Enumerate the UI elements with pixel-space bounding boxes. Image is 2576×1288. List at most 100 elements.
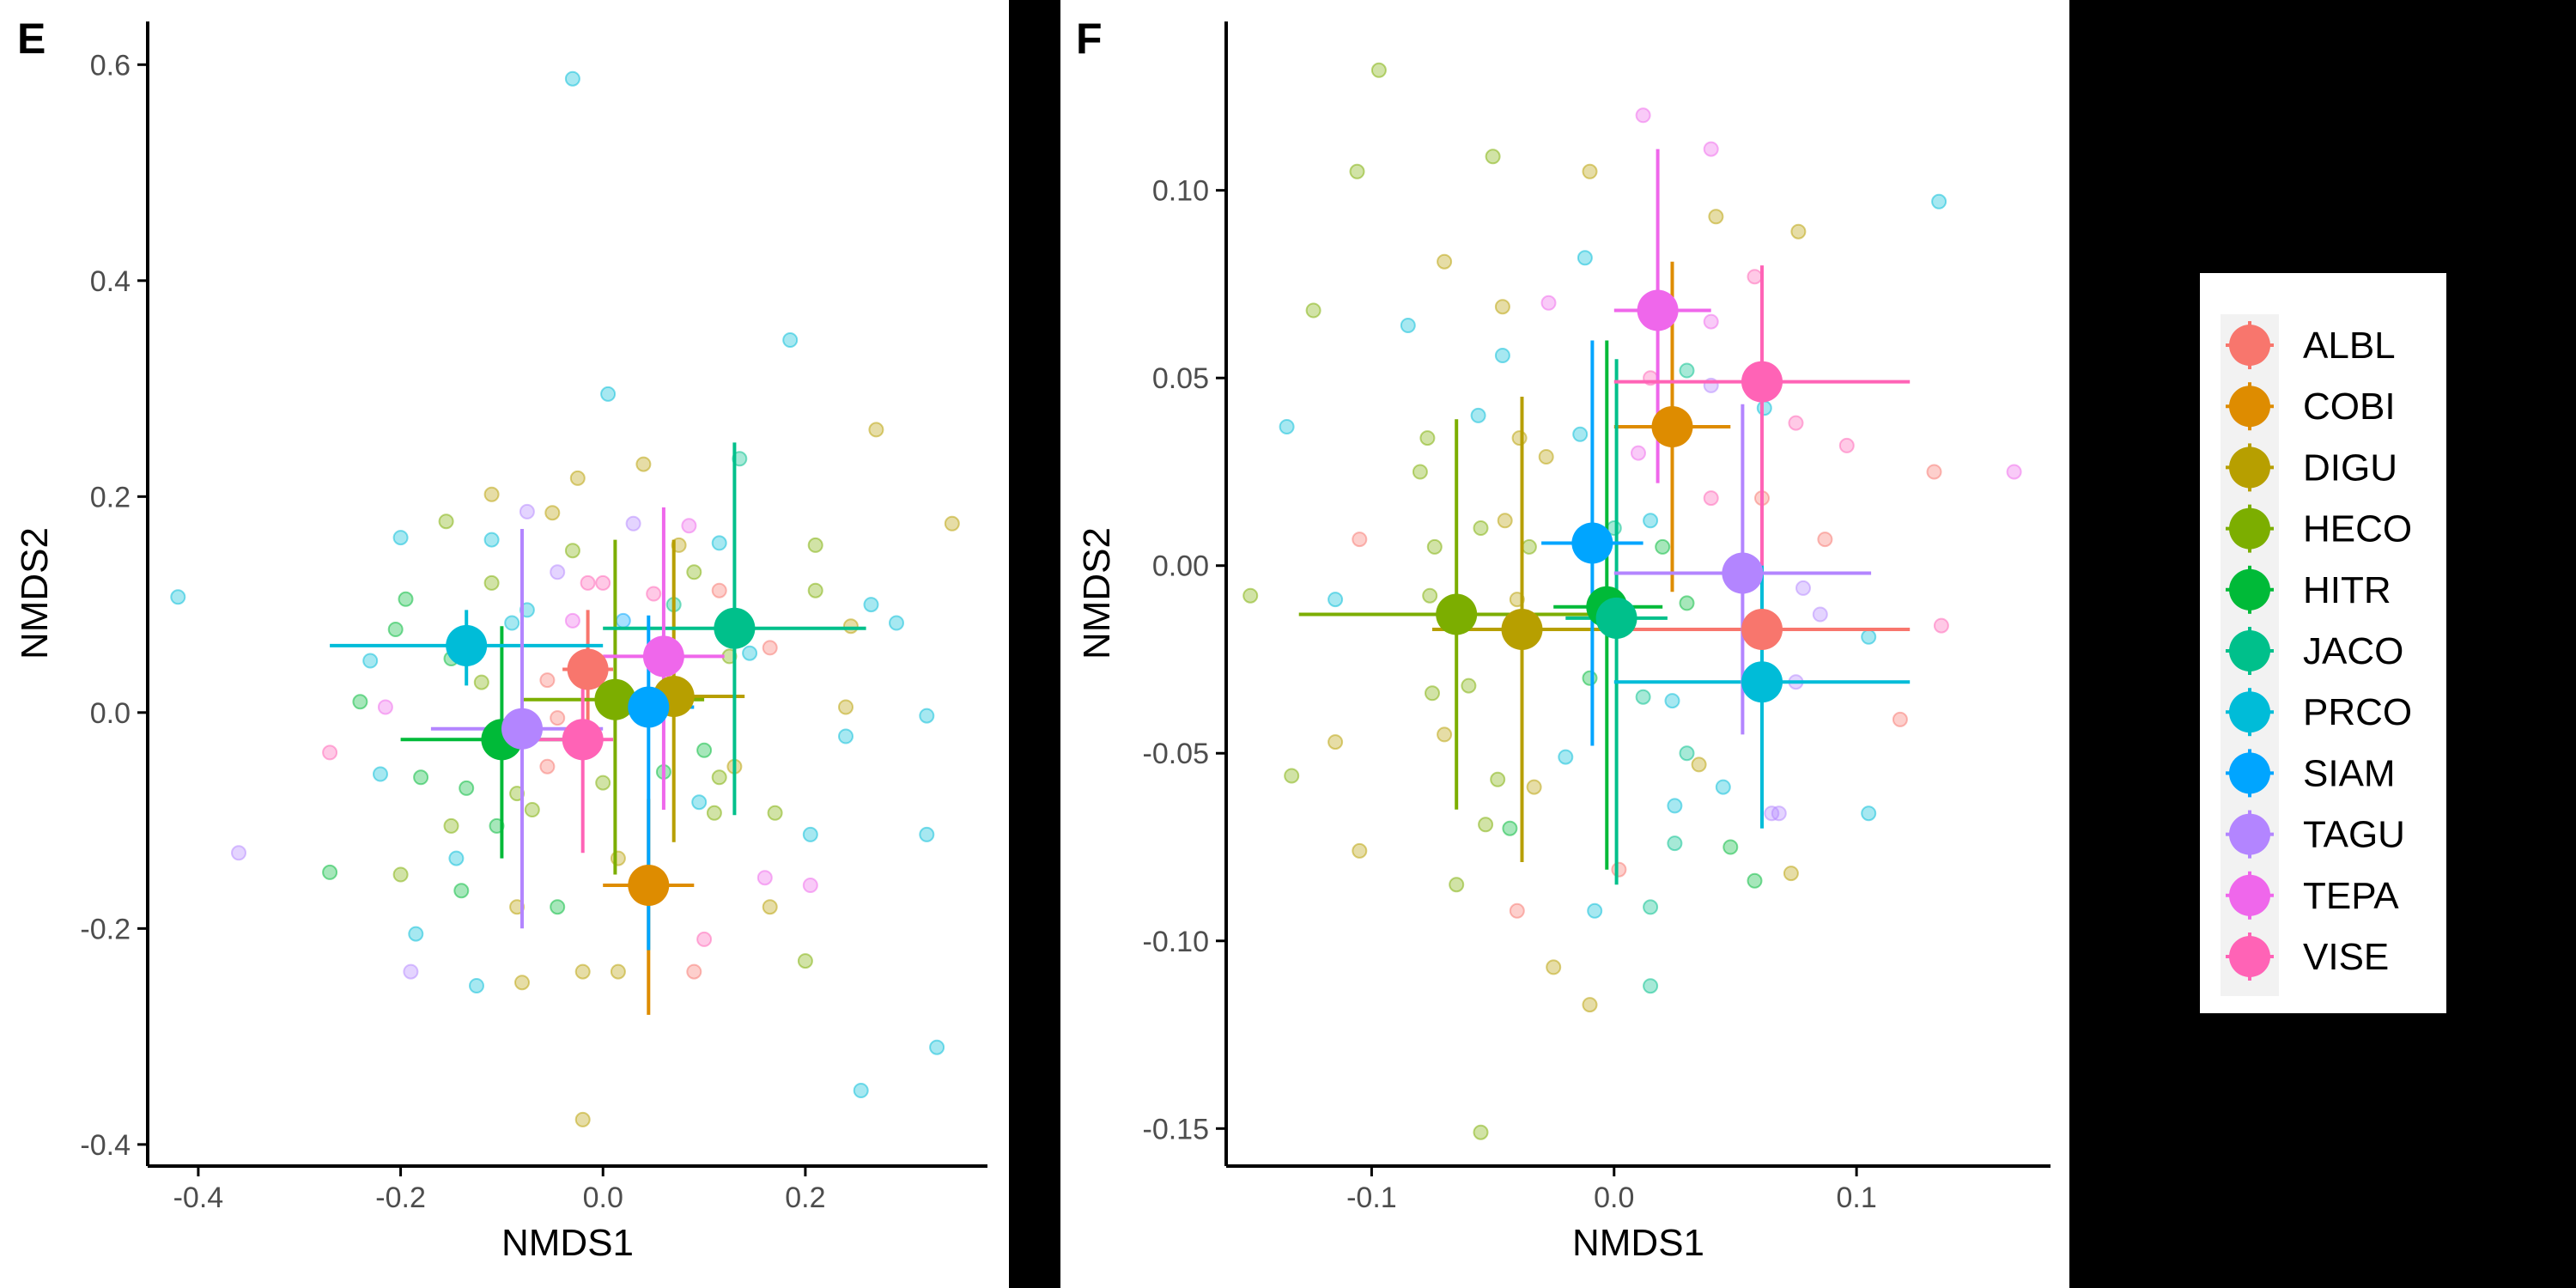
centroid-heco — [594, 678, 636, 720]
sample-point-albl — [1817, 532, 1833, 548]
sample-point-hitr — [322, 864, 338, 880]
sample-point-digu — [610, 850, 626, 866]
sample-point-digu — [1546, 959, 1562, 975]
sample-point-heco — [1419, 430, 1436, 447]
legend-key-dot — [2229, 752, 2270, 794]
y-tick-label: -0.10 — [1143, 926, 1210, 958]
sample-point-vise — [322, 744, 338, 761]
sample-point-heco — [706, 805, 722, 821]
centroid-cobi — [1651, 406, 1693, 447]
sample-point-heco — [1412, 464, 1428, 480]
sample-point-albl — [539, 672, 556, 689]
sample-point-heco — [1370, 62, 1387, 78]
sample-point-hitr — [459, 780, 475, 796]
sample-point-heco — [524, 802, 540, 817]
legend-item-prco: PRCO — [2226, 688, 2412, 737]
centroid-tagu — [1722, 552, 1764, 594]
legend-item-heco: HECO — [2226, 504, 2412, 553]
sample-point-digu — [1538, 449, 1554, 465]
sample-point-hitr — [1747, 872, 1763, 889]
panel-tag: E — [17, 15, 46, 63]
legend-item-hitr: HITR — [2226, 565, 2391, 614]
y-axis-title: NMDS2 — [14, 527, 56, 659]
sample-point-albl — [1509, 902, 1525, 919]
sample-point-prco — [1664, 693, 1680, 709]
sample-point-digu — [1437, 726, 1453, 743]
y-tick-label: -0.2 — [80, 913, 131, 945]
x-tick-label: -0.2 — [375, 1182, 426, 1214]
sample-point-vise — [1933, 617, 1949, 634]
sample-point-albl — [1352, 532, 1368, 548]
sample-point-prco — [1587, 902, 1603, 919]
sample-point-prco — [483, 532, 500, 548]
sample-point-digu — [544, 505, 561, 521]
legend-item-tagu: TAGU — [2226, 810, 2405, 859]
legend-label: COBI — [2303, 386, 2396, 428]
sample-point-heco — [711, 769, 727, 786]
sample-point-heco — [1473, 520, 1489, 536]
sample-point-albl — [539, 758, 556, 775]
sample-point-digu — [842, 618, 859, 635]
x-tick-label: 0.0 — [1594, 1182, 1634, 1214]
sample-point-tepa — [756, 870, 773, 886]
x-tick-label: 0.2 — [785, 1182, 825, 1214]
sample-point-jaco — [1679, 745, 1695, 762]
legend-label: TEPA — [2303, 875, 2399, 917]
sample-point-prco — [929, 1039, 945, 1055]
sample-point-vise — [595, 574, 611, 591]
legend-item-jaco: JACO — [2226, 627, 2403, 675]
sample-point-digu — [1327, 734, 1344, 750]
sample-point-albl — [1611, 861, 1627, 878]
sample-point-heco — [1449, 877, 1465, 893]
sample-point-heco — [686, 564, 702, 580]
sample-point-prco — [392, 530, 409, 546]
legend-label: SIAM — [2303, 752, 2396, 794]
sample-point-prco — [1715, 779, 1731, 795]
x-axis-title: NMDS1 — [1572, 1222, 1704, 1264]
sample-point-digu — [1582, 163, 1598, 179]
sample-point-hitr — [387, 622, 404, 637]
centroid-cobi — [628, 865, 670, 906]
sample-point-prco — [1470, 407, 1486, 423]
sample-point-prco — [782, 332, 799, 348]
sample-point-tagu — [1812, 606, 1828, 623]
sample-point-prco — [469, 978, 484, 993]
sample-point-heco — [1284, 768, 1300, 784]
legend-label: ALBL — [2303, 325, 2396, 367]
sample-point-heco — [483, 574, 500, 591]
sample-point-prco — [1400, 318, 1416, 333]
sample-point-hitr — [352, 694, 368, 710]
sample-point-digu — [1494, 299, 1510, 315]
sample-point-prco — [504, 615, 520, 631]
sample-point-tagu — [403, 963, 419, 980]
legend-key-dot — [2229, 447, 2270, 489]
sample-point-prco — [889, 615, 904, 631]
sample-point-prco — [1572, 426, 1589, 442]
centroid-siam — [628, 686, 670, 728]
legend-label: TAGU — [2303, 814, 2405, 856]
sample-point-vise — [1747, 269, 1763, 285]
sample-point-tagu — [519, 503, 535, 519]
sample-point-prco — [448, 850, 465, 866]
sample-point-heco — [1461, 677, 1477, 694]
y-tick-label: 0.4 — [90, 265, 131, 298]
sample-point-heco — [443, 817, 459, 834]
sample-point-digu — [1437, 253, 1453, 270]
sample-point-digu — [838, 699, 854, 715]
panel-f-nmds-plot: F -0.1 0.0 0.1 -0.15 -0.10 -0.05 0.00 0.05 0.10 NM… — [1076, 15, 2050, 1264]
legend-key-dot — [2229, 691, 2270, 733]
sample-point-jaco — [1679, 362, 1695, 379]
centroid-albl — [1741, 609, 1783, 650]
y-tick-label: -0.05 — [1143, 738, 1210, 770]
sample-point-digu — [944, 515, 960, 532]
x-tick-label: -0.1 — [1346, 1182, 1397, 1214]
sample-point-hitr — [413, 769, 429, 786]
sample-point-heco — [797, 953, 813, 969]
legend-key-dot — [2229, 936, 2270, 977]
legend-key-dot — [2229, 874, 2270, 916]
sample-point-prco — [1494, 348, 1510, 363]
sample-point-vise — [1788, 415, 1804, 431]
sample-point-tepa — [2006, 464, 2022, 480]
sample-point-prco — [170, 589, 186, 605]
sample-point-digu — [1526, 779, 1542, 795]
